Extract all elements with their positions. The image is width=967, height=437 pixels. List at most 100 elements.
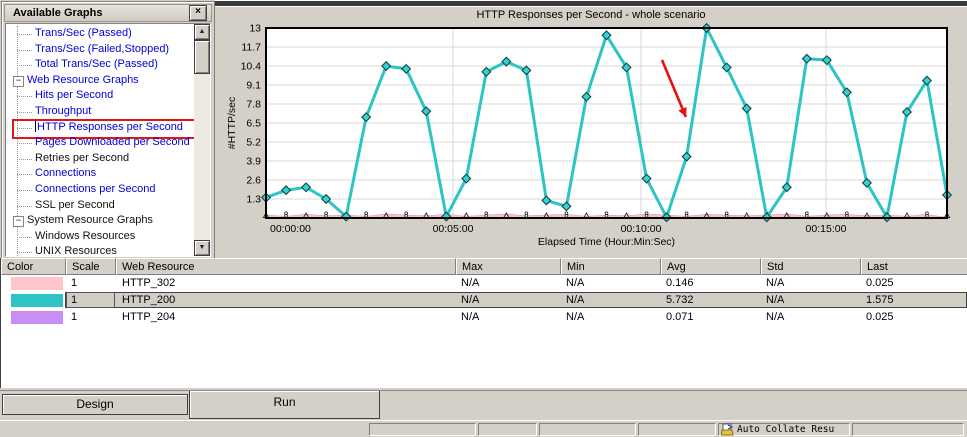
cell-min: N/A [566,311,585,323]
tree-item-connections-per-second[interactable]: Connections per Second [6,182,194,198]
data-point-diamond [541,195,552,206]
column-header-color[interactable]: Color [1,258,66,275]
column-header-last[interactable]: Last [861,258,967,275]
data-point-diamond [401,63,412,75]
scroll-down-button[interactable]: ▼ [194,240,210,256]
legend-table: Color Scale Web Resource Max Min Avg Std Last 1… [0,258,967,388]
tree-connector [17,34,32,35]
tree-item-windows-resources[interactable]: Windows Resources [6,229,194,245]
cell-last: 0.025 [866,277,894,289]
tree-item-label: Total Trans/Sec (Passed) [35,58,158,71]
column-header-min[interactable]: Min [561,258,661,275]
tree-item-retries-per-second[interactable]: Retries per Second [6,151,194,167]
tree-connector [17,49,32,51]
x-tick-label: 00:05:00 [433,223,474,235]
tree-item-label: Hits per Second [35,89,114,102]
expander-minus-icon[interactable]: − [13,216,24,228]
marker-dot [404,211,409,216]
data-point-diamond [280,185,292,196]
status-cell-2 [478,423,537,436]
cell-max: N/A [461,277,480,289]
y-tick-label: 10.4 [241,61,262,73]
chart-pane: HTTP Responses per Second - whole scenar… [215,0,967,258]
cell-min: N/A [566,277,585,289]
tree-connector [17,96,32,98]
tree-item-label: Windows Resources [35,229,136,242]
available-graphs-panel: Available Graphs × Trans/Sec (Passed) Tra… [1,1,215,260]
marker-dot [724,211,729,216]
legend-row-HTTP_302[interactable]: 1 HTTP_302 N/A N/A 0.146 N/A 0.025 [1,275,967,292]
tab-design[interactable]: Design [2,394,188,415]
panel-title: Available Graphs [13,7,103,19]
tree-connector [17,127,32,129]
tree-item-pages-downloaded-per-second[interactable]: Pages Downloaded per Second [6,135,194,151]
tree-connector [17,143,32,145]
tree-item-unix-resources[interactable]: UNIX Resources [6,244,194,257]
collate-results-icon [721,423,734,436]
tree-item-label: Retries per Second [35,151,130,164]
column-header-web-resource[interactable]: Web Resource [116,258,456,275]
data-point-diamond [601,30,612,41]
status-cell-4 [638,423,716,436]
auto-collate-indicator[interactable]: Auto Collate Resu [718,423,850,436]
tree-scrollbar[interactable]: ▲ ▼ [194,24,210,256]
pane-top-edge [215,0,967,7]
tree-item-label: Trans/Sec (Failed,Stopped) [35,42,170,55]
expander-minus-icon[interactable]: − [13,75,24,87]
tree-item-label: Connections [35,167,97,180]
marker-dot [644,211,649,216]
data-point-diamond [901,106,913,118]
tree-item-web-resource-graphs[interactable]: − Web Resource Graphs [6,73,194,89]
color-swatch [11,294,63,307]
y-tick-label: 5.2 [246,137,261,149]
close-button[interactable]: × [189,5,207,21]
cell-scale: 1 [71,294,78,306]
tree-item-trans-sec-failed-stopped[interactable]: Trans/Sec (Failed,Stopped) [6,42,194,58]
column-header-std[interactable]: Std [761,258,861,275]
tree-item-ssl-per-second[interactable]: SSL per Second [6,198,194,214]
data-point-diamond [381,60,392,72]
scroll-up-button[interactable]: ▲ [194,24,210,40]
status-cell-5 [852,423,964,436]
tree-item-label: Throughput [35,104,92,117]
chart-title: HTTP Responses per Second - whole scenar… [476,9,706,21]
tree-item-label: Trans/Sec (Passed) [35,27,132,39]
column-header-scale[interactable]: Scale [66,258,116,275]
legend-header-row: Color Scale Web Resource Max Min Avg Std Last [1,258,967,275]
tree-item-trans-sec-passed[interactable]: Trans/Sec (Passed) [6,26,194,42]
tree-item-total-trans-sec-passed[interactable]: Total Trans/Sec (Passed) [6,57,194,73]
column-header-avg[interactable]: Avg [661,258,761,275]
marker-dot [524,211,529,216]
red-arrow-head [678,106,687,117]
status-bar: Auto Collate Resu [0,420,967,437]
data-point-diamond [721,62,732,73]
marker-dot [684,211,689,216]
chart-plot[interactable]: 1.3 2.6 3.9 5.2 6.5 7.8 9.1 10.4 11.7 13 00:00:00 0… [215,0,967,258]
cell-scale: 1 [71,277,78,289]
data-point-diamond [681,151,692,162]
data-point-diamond [361,112,372,123]
legend-row-HTTP_204[interactable]: 1 HTTP_204 N/A N/A 0.071 N/A 0.025 [1,309,967,326]
tab-run[interactable]: Run [189,391,380,419]
data-point-diamond [801,53,812,64]
tree-item-http-responses-per-second[interactable]: HTTP Responses per Second [6,118,200,139]
y-tick-label: 11.7 [241,42,261,54]
marker-dot [324,211,328,216]
tree-item-system-resource-graphs[interactable]: − System Resource Graphs [6,213,194,229]
selected-row-highlight [65,292,967,308]
scroll-thumb[interactable] [194,40,210,74]
tabstrip [0,390,967,391]
cell-last: 1.575 [866,294,894,306]
text-cursor [35,120,36,132]
tree-item-hits-per-second[interactable]: Hits per Second [6,88,194,104]
data-point-diamond [921,75,933,86]
panel-titlebar[interactable]: Available Graphs × [4,4,212,22]
y-tick-label: 6.5 [246,118,261,130]
x-tick-label: 00:00:00 [270,223,311,235]
column-header-max[interactable]: Max [456,258,561,275]
legend-row-HTTP_200[interactable]: 1 HTTP_200 N/A N/A 5.732 N/A 1.575 [1,292,967,309]
tree-item-throughput[interactable]: Throughput [6,104,194,120]
data-point-diamond [421,106,432,117]
tree-item-label: UNIX Resources [35,245,117,257]
tree-item-connections[interactable]: Connections [6,166,194,182]
